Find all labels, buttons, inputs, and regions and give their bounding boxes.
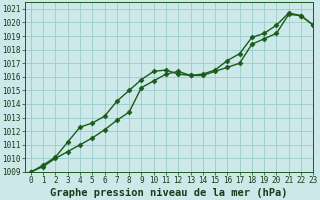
X-axis label: Graphe pression niveau de la mer (hPa): Graphe pression niveau de la mer (hPa)	[50, 188, 288, 198]
